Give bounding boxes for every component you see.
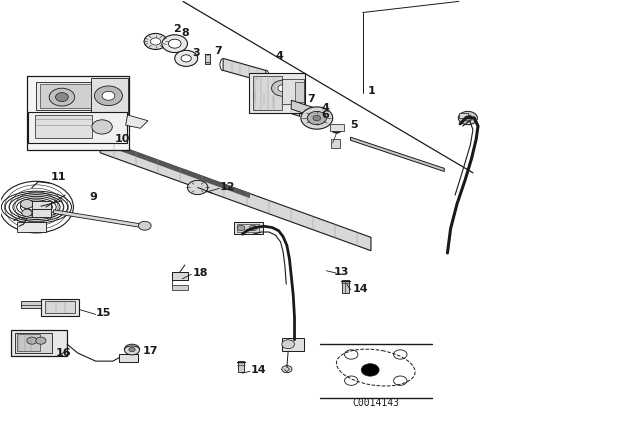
Text: 9: 9: [90, 192, 97, 202]
Bar: [237, 224, 259, 232]
Bar: [91, 78, 127, 114]
Circle shape: [237, 225, 245, 231]
Text: 4: 4: [321, 103, 329, 113]
Bar: [11, 330, 67, 356]
Bar: [35, 115, 92, 138]
Text: 14: 14: [251, 365, 267, 375]
Polygon shape: [255, 90, 300, 116]
Circle shape: [458, 112, 477, 125]
Text: 15: 15: [96, 308, 111, 318]
Bar: [239, 361, 244, 372]
Circle shape: [278, 85, 288, 92]
Circle shape: [301, 107, 333, 129]
Text: 11: 11: [51, 172, 66, 182]
Circle shape: [20, 199, 33, 208]
Polygon shape: [351, 137, 444, 172]
Circle shape: [175, 50, 198, 66]
Bar: [330, 124, 344, 131]
Text: 10: 10: [115, 134, 130, 143]
Circle shape: [144, 34, 167, 49]
Bar: [282, 79, 304, 104]
Circle shape: [162, 35, 188, 52]
Bar: [32, 201, 51, 209]
Bar: [15, 332, 52, 353]
Text: 6: 6: [321, 110, 329, 120]
Circle shape: [92, 120, 112, 134]
Circle shape: [307, 112, 326, 125]
Polygon shape: [100, 139, 371, 251]
Text: 2: 2: [173, 24, 181, 34]
Text: 18: 18: [193, 268, 208, 278]
Circle shape: [282, 340, 294, 349]
Bar: [332, 138, 340, 148]
Bar: [17, 222, 46, 232]
Bar: [342, 280, 349, 293]
Circle shape: [181, 55, 191, 62]
Bar: [32, 209, 51, 217]
Bar: [294, 82, 304, 102]
Bar: [27, 76, 129, 150]
Bar: [234, 222, 262, 234]
Bar: [172, 285, 188, 290]
Text: 8: 8: [181, 28, 189, 39]
Circle shape: [138, 221, 151, 230]
Text: 14: 14: [353, 284, 369, 293]
Circle shape: [36, 337, 46, 344]
Polygon shape: [291, 100, 326, 121]
Text: 12: 12: [220, 182, 235, 193]
Text: 17: 17: [143, 346, 158, 356]
Circle shape: [271, 80, 294, 96]
Bar: [119, 354, 138, 362]
Bar: [459, 113, 468, 118]
Polygon shape: [125, 115, 148, 128]
Text: 1: 1: [368, 86, 376, 96]
Circle shape: [102, 91, 115, 100]
Bar: [40, 84, 91, 108]
Polygon shape: [223, 58, 266, 82]
Circle shape: [332, 126, 342, 133]
Circle shape: [95, 86, 122, 106]
Circle shape: [282, 366, 292, 373]
Bar: [41, 299, 79, 316]
Polygon shape: [54, 210, 141, 228]
Bar: [248, 73, 305, 113]
Text: 16: 16: [56, 348, 71, 358]
Circle shape: [361, 364, 379, 376]
Text: 5: 5: [351, 120, 358, 130]
Bar: [172, 272, 188, 280]
Circle shape: [188, 181, 208, 194]
Circle shape: [249, 225, 257, 231]
Bar: [205, 54, 211, 64]
Bar: [282, 337, 304, 351]
Text: C0014143: C0014143: [352, 398, 399, 409]
Circle shape: [124, 344, 140, 355]
Circle shape: [27, 337, 37, 344]
Bar: [253, 76, 282, 110]
Text: 3: 3: [193, 47, 200, 58]
Circle shape: [313, 116, 321, 121]
Polygon shape: [113, 143, 250, 198]
Bar: [28, 112, 127, 143]
Circle shape: [129, 347, 135, 352]
Text: 13: 13: [334, 267, 349, 277]
Bar: [45, 301, 76, 314]
Circle shape: [168, 39, 181, 48]
Text: 7: 7: [214, 46, 222, 56]
Bar: [36, 82, 94, 111]
Circle shape: [22, 209, 32, 216]
Bar: [17, 334, 40, 351]
Circle shape: [56, 93, 68, 102]
Circle shape: [463, 115, 472, 121]
Circle shape: [49, 88, 75, 106]
Text: 4: 4: [275, 51, 284, 61]
Circle shape: [150, 38, 161, 45]
Text: 7: 7: [307, 95, 315, 104]
Bar: [20, 302, 41, 308]
